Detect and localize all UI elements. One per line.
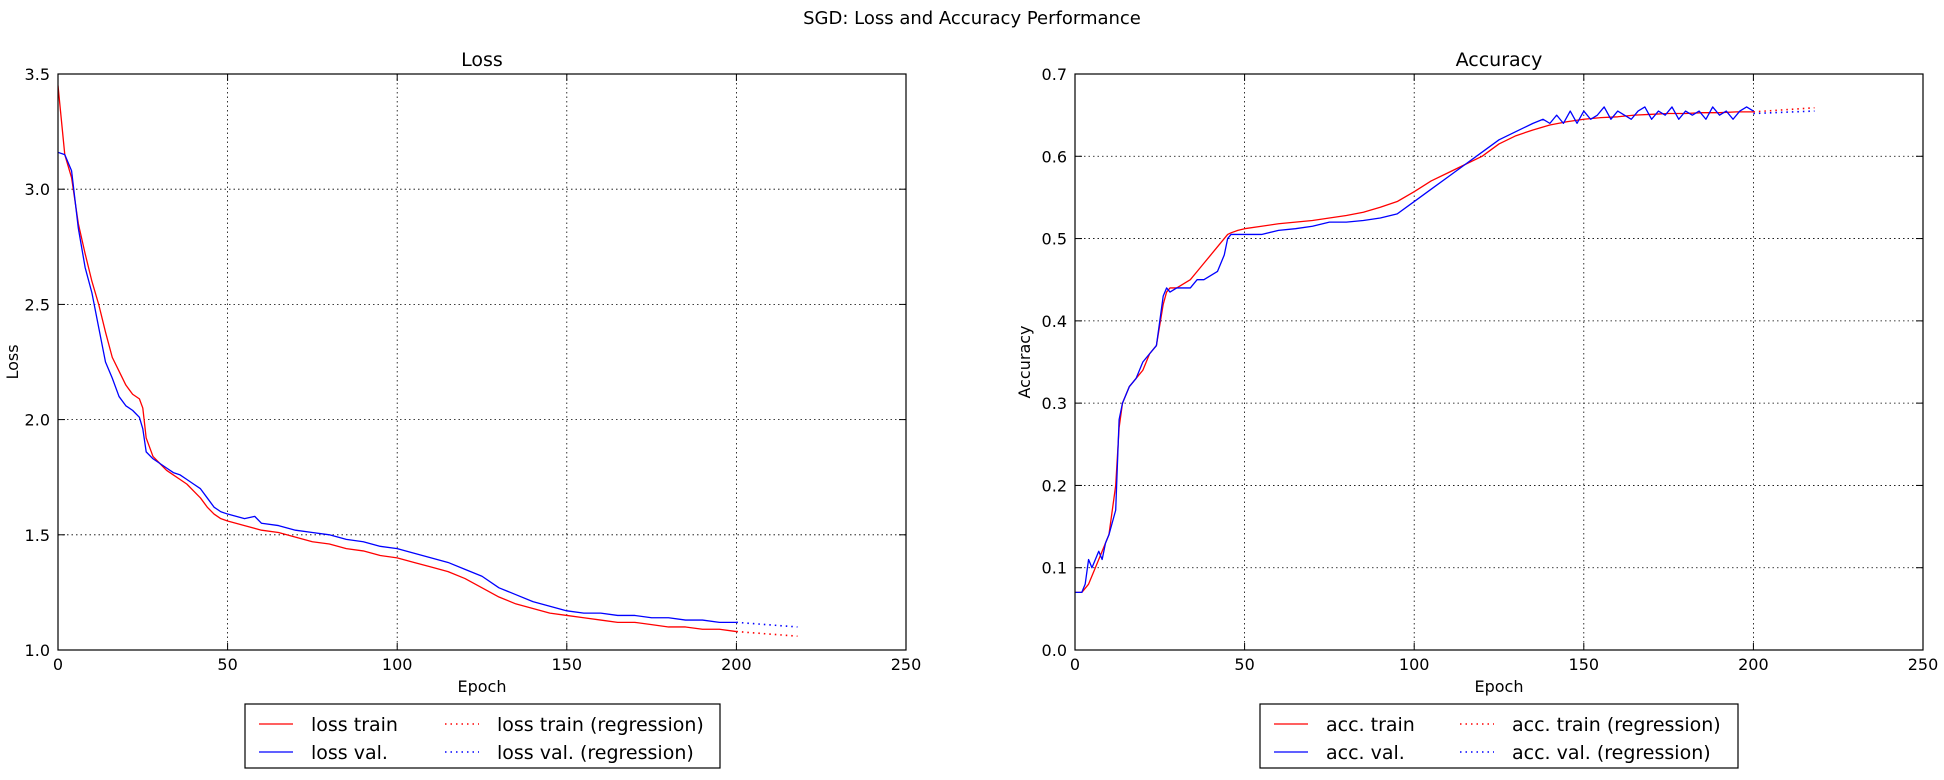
accuracy-xtick-label: 250: [1908, 655, 1939, 674]
accuracy-plot-frame: [1074, 73, 1924, 651]
loss-xlabel: Epoch: [458, 677, 507, 696]
loss-xtick-label: 50: [217, 655, 237, 674]
loss-ytick-label: 3.0: [25, 180, 50, 199]
accuracy-legend-label-acc-val: acc. val.: [1326, 742, 1405, 764]
accuracy-chart: 0 50 100 150 200 250 0.0 0.1 0.2 0.3 0.4 0.5 0.6 0.7 A…: [1015, 49, 1939, 769]
accuracy-grid: [1075, 74, 1923, 650]
loss-xtick-label: 200: [721, 655, 752, 674]
loss-ytick-label: 2.0: [25, 411, 50, 430]
loss-xtick-label: 250: [891, 655, 922, 674]
loss-legend: loss train loss val. loss train (regressio…: [244, 703, 721, 769]
accuracy-legend-label-acc-train-regression: acc. train (regression): [1512, 714, 1721, 736]
loss-legend-label-loss-val: loss val.: [311, 742, 388, 764]
accuracy-ytick-label: 0.4: [1042, 312, 1067, 331]
loss-ticks: 0 50 100 150 200 250 1.0 1.5 2.0 2.5 3.0 3.5: [25, 65, 922, 674]
loss-ylabel: Loss: [3, 344, 22, 379]
accuracy-series-acc-val-regression: [1753, 110, 1815, 115]
accuracy-ticks: 0 50 100 150 200 250 0.0 0.1 0.2 0.3 0.4 0.5 0.6 0.7: [1042, 65, 1939, 674]
accuracy-ytick-label: 0.6: [1042, 147, 1067, 166]
accuracy-legend: acc. train acc. val. acc. train (regressio…: [1259, 703, 1739, 769]
accuracy-ytick-label: 0.2: [1042, 476, 1067, 495]
loss-chart-title: Loss: [461, 49, 503, 71]
loss-xtick-label: 0: [53, 655, 63, 674]
loss-legend-box: [244, 703, 721, 769]
loss-ytick-label: 3.5: [25, 65, 50, 84]
accuracy-legend-label-acc-val-regression: acc. val. (regression): [1512, 742, 1711, 764]
accuracy-ytick-label: 0.0: [1042, 641, 1067, 660]
loss-series-group: [58, 85, 798, 637]
loss-series-loss-train-regression: [736, 630, 798, 637]
accuracy-xtick-label: 100: [1399, 655, 1430, 674]
loss-ytick-label: 2.5: [25, 295, 50, 314]
loss-ytick-label: 1.5: [25, 526, 50, 545]
loss-xtick-label: 100: [382, 655, 413, 674]
loss-series-loss-train: [58, 85, 737, 633]
loss-legend-label-loss-train: loss train: [311, 714, 398, 736]
figure-title: SGD: Loss and Accuracy Performance: [803, 8, 1141, 29]
accuracy-series-group: [1075, 106, 1815, 594]
loss-xtick-label: 150: [552, 655, 583, 674]
loss-ytick-label: 1.0: [25, 641, 50, 660]
accuracy-series-acc-val: [1075, 106, 1754, 594]
accuracy-chart-title: Accuracy: [1456, 49, 1543, 71]
accuracy-ytick-label: 0.1: [1042, 559, 1067, 578]
accuracy-xtick-label: 50: [1234, 655, 1254, 674]
accuracy-ytick-label: 0.7: [1042, 65, 1067, 84]
loss-series-loss-val-regression: [736, 621, 798, 628]
accuracy-ytick-label: 0.3: [1042, 394, 1067, 413]
loss-legend-label-loss-val-regression: loss val. (regression): [497, 742, 694, 764]
accuracy-ylabel: Accuracy: [1015, 325, 1034, 398]
accuracy-series-acc-train-regression: [1753, 106, 1815, 113]
loss-plot-frame: [57, 73, 907, 651]
loss-chart: 0 50 100 150 200 250 1.0 1.5 2.0 2.5 3.0 3.5 Loss Epo…: [3, 49, 922, 769]
loss-grid: [58, 74, 906, 650]
accuracy-ytick-label: 0.5: [1042, 230, 1067, 249]
accuracy-xlabel: Epoch: [1475, 677, 1524, 696]
loss-legend-label-loss-train-regression: loss train (regression): [497, 714, 704, 736]
loss-series-loss-val: [58, 151, 737, 623]
accuracy-xtick-label: 0: [1070, 655, 1080, 674]
accuracy-legend-label-acc-train: acc. train: [1326, 714, 1415, 736]
accuracy-legend-box: [1259, 703, 1739, 769]
accuracy-xtick-label: 200: [1738, 655, 1769, 674]
accuracy-xtick-label: 150: [1569, 655, 1600, 674]
